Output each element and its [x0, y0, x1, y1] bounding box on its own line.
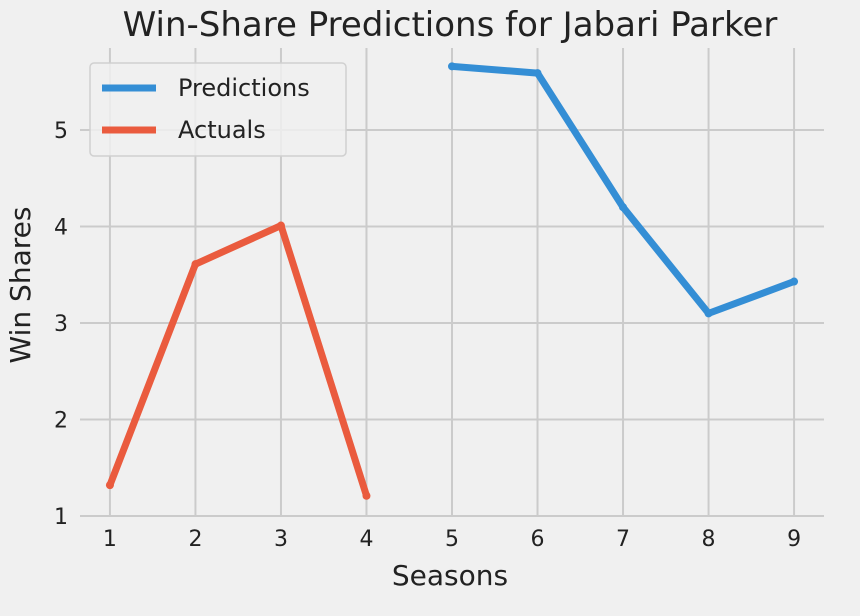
- x-tick-label: 6: [531, 527, 545, 552]
- predictions-point: [619, 203, 628, 212]
- x-tick-label: 2: [188, 527, 202, 552]
- legend-label-actuals: Actuals: [178, 116, 266, 144]
- actuals-point: [362, 491, 371, 500]
- y-tick-label: 4: [54, 216, 68, 241]
- actuals-point: [276, 221, 285, 230]
- y-axis-label: Win Shares: [4, 207, 37, 364]
- grid: [80, 48, 824, 517]
- y-tick-label: 1: [54, 505, 68, 530]
- x-tick-label: 8: [702, 527, 716, 552]
- y-tick-label: 3: [54, 312, 68, 337]
- x-tick-label: 5: [445, 527, 459, 552]
- x-axis-label: Seasons: [392, 559, 508, 592]
- predictions-point: [533, 69, 542, 78]
- predictions-point: [704, 309, 713, 318]
- x-tick-label: 1: [103, 527, 117, 552]
- x-tick-label: 3: [274, 527, 288, 552]
- series-lines: [105, 62, 799, 500]
- actuals-line: [106, 222, 370, 497]
- x-tick-label: 4: [359, 527, 373, 552]
- chart-title: Win-Share Predictions for Jabari Parker: [123, 5, 778, 45]
- predictions-point: [790, 277, 799, 286]
- tick-labels: 1 2 3 4 5 6 7 8 9 1 2 3 4 5: [54, 119, 801, 552]
- x-tick-label: 7: [616, 527, 630, 552]
- y-tick-label: 2: [54, 409, 68, 434]
- legend-label-predictions: Predictions: [178, 74, 310, 102]
- x-tick-label: 9: [787, 527, 801, 552]
- legend: Predictions Actuals: [89, 62, 347, 157]
- predictions-point: [448, 62, 456, 71]
- actuals-point: [191, 260, 200, 269]
- actuals-point: [105, 481, 114, 490]
- y-tick-label: 5: [54, 119, 68, 144]
